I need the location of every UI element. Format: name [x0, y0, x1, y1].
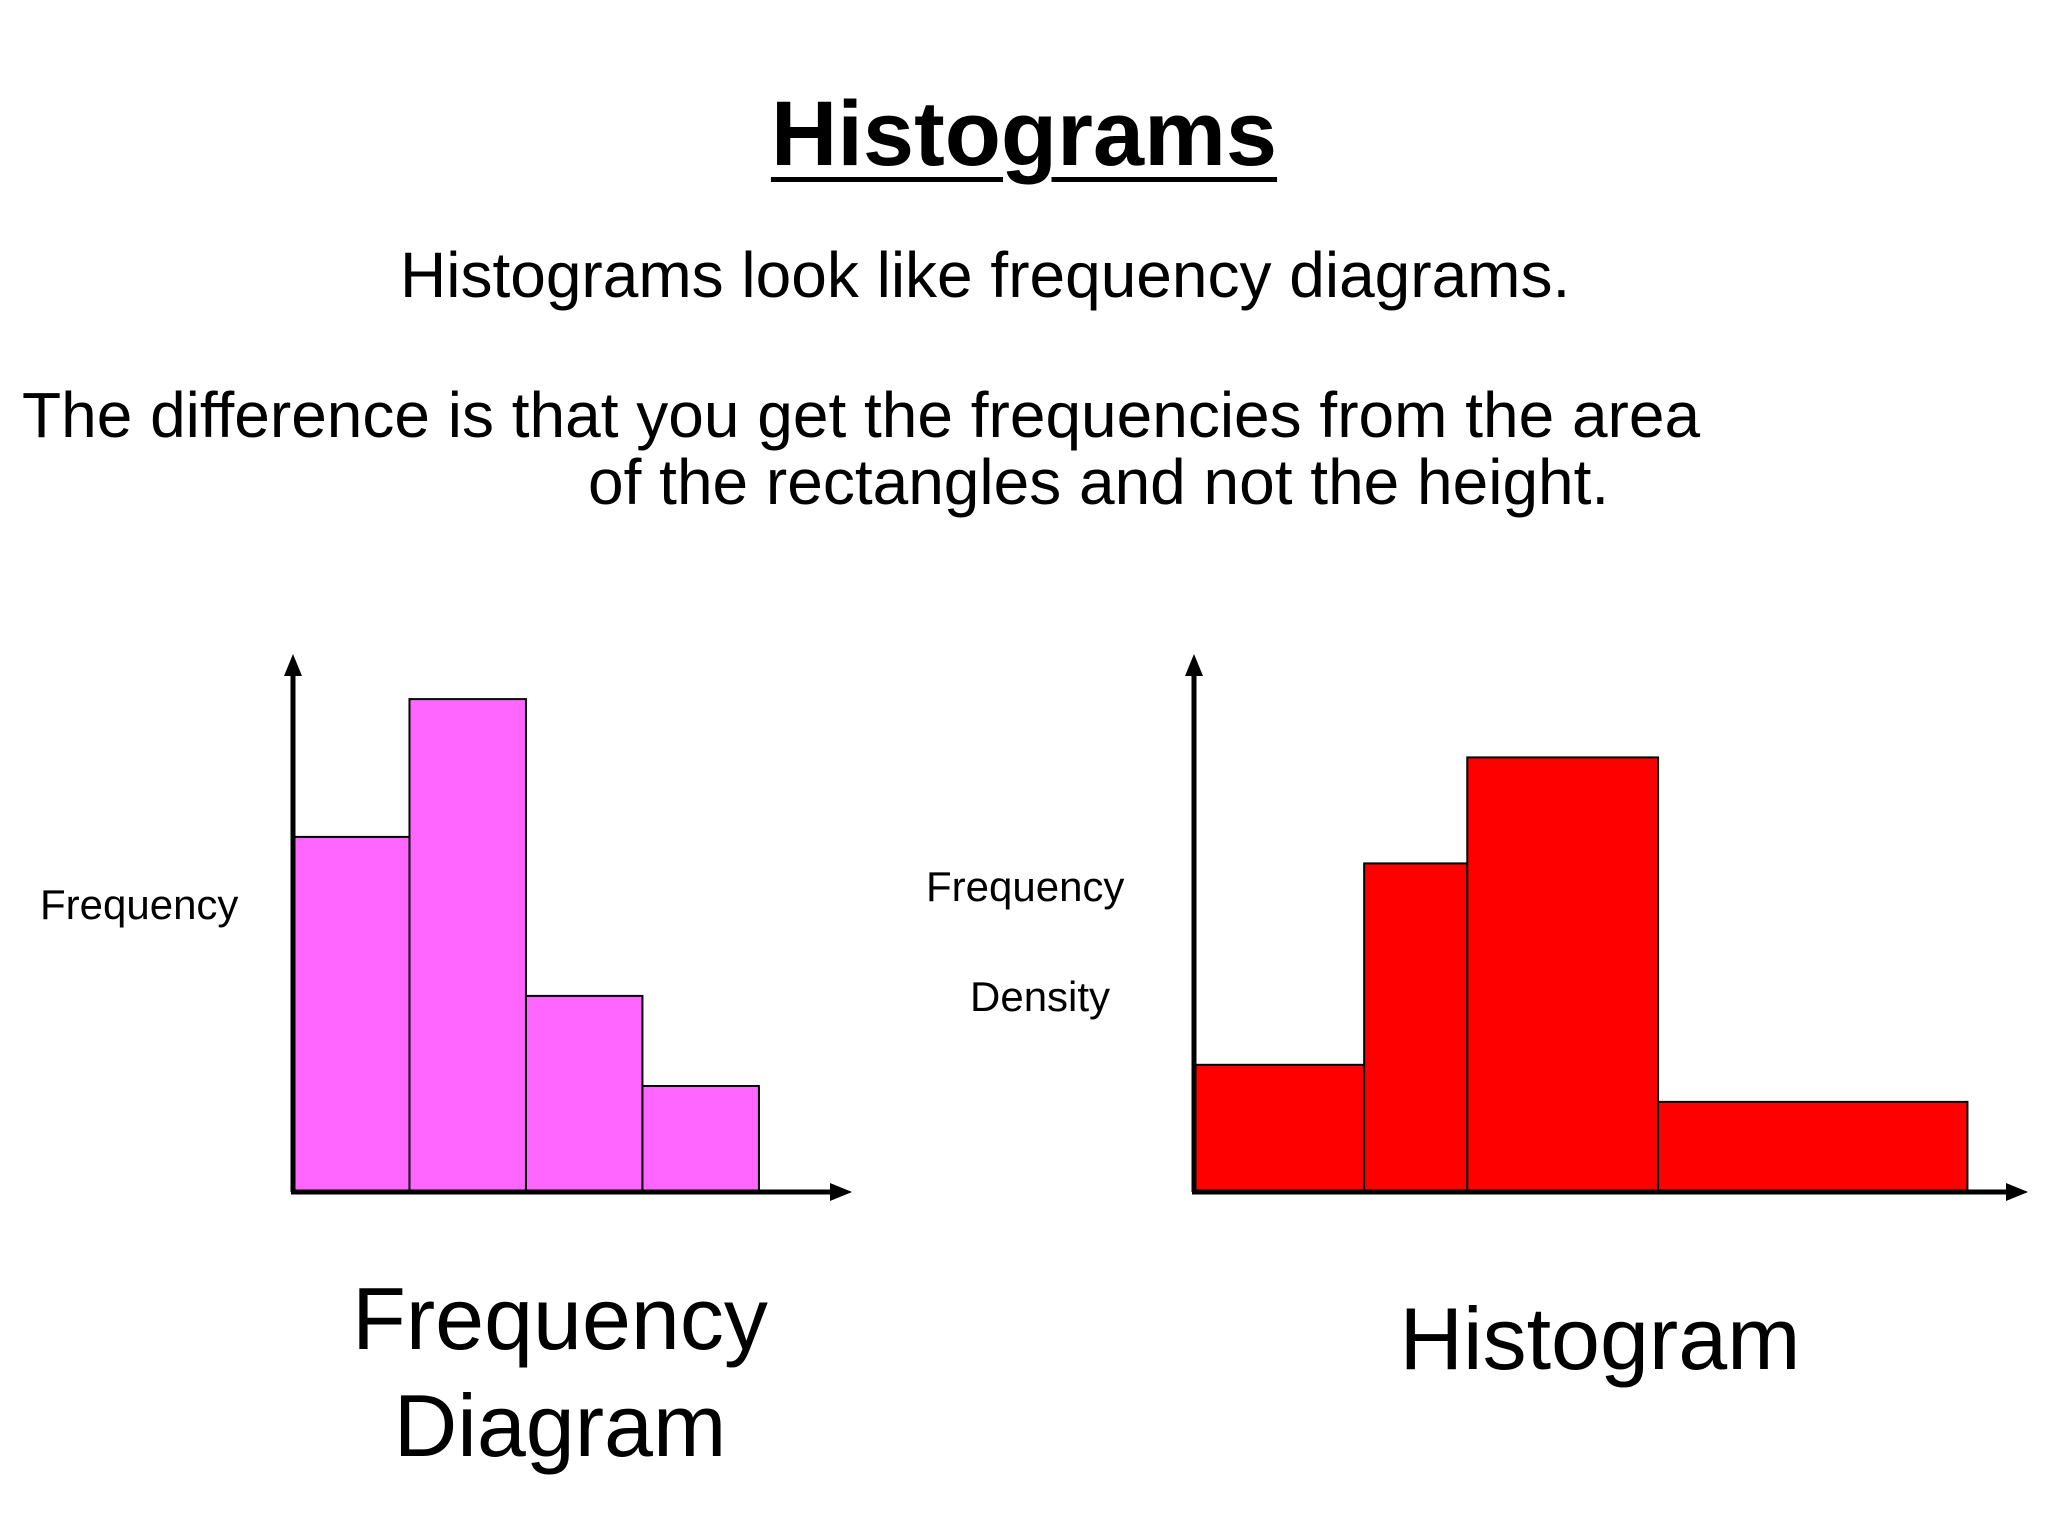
freq-diagram-caption: Frequency Diagram: [300, 1265, 820, 1480]
histogram-ylabel-line1: Frequency: [926, 863, 1125, 910]
histogram-caption-line1: Histogram: [1399, 1289, 1801, 1388]
histogram-caption: Histogram: [1330, 1285, 1870, 1392]
freq-diagram-ylabel: Frequency: [40, 881, 239, 928]
histogram-bar-1: [1193, 1063, 1366, 1194]
freq-diagram-bar-4: [641, 1085, 760, 1193]
page-title: Histograms: [770, 83, 1278, 185]
histogram-bar-3: [1466, 756, 1660, 1194]
histogram-bar-2: [1363, 862, 1469, 1194]
freq-diagram-y-axis-arrow: [284, 654, 302, 676]
explanation-line-1: The difference is that you get the frequ…: [22, 379, 1701, 451]
freq-diagram-bar-2: [408, 698, 527, 1193]
freq-diagram-bar-3: [524, 994, 644, 1194]
histogram-ylabel-line2: Density: [970, 973, 1111, 1020]
freq-diagram-caption-line1: Frequency: [352, 1269, 768, 1368]
freq-diagram-caption-line2: Diagram: [393, 1376, 727, 1476]
histogram-y-axis-arrow: [1185, 654, 1203, 676]
freq-diagram-x-axis-arrow: [830, 1183, 852, 1201]
histogram-bar-4: [1657, 1100, 1969, 1194]
histogram-x-axis-arrow: [2006, 1183, 2028, 1201]
subtitle: Histograms look like frequency diagrams.: [400, 239, 1571, 311]
explanation-line-2: of the rectangles and not the height.: [588, 446, 1610, 518]
